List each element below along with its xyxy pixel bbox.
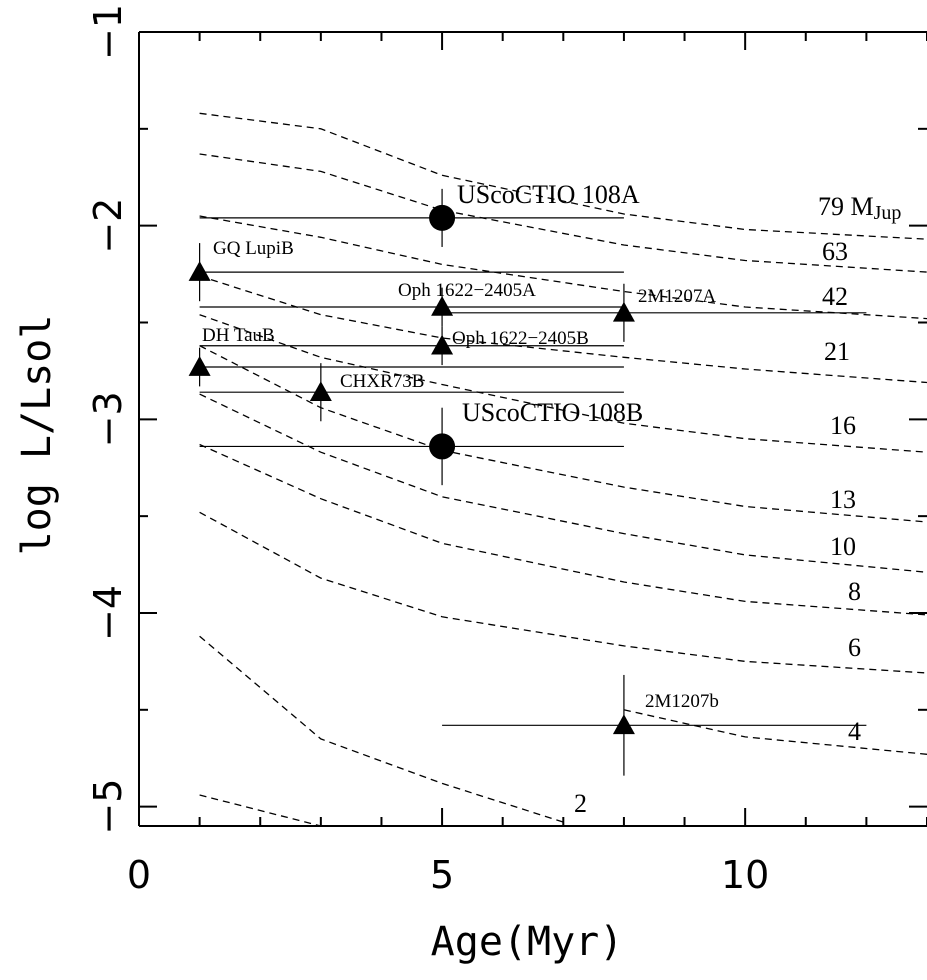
x-tick-label: 5 xyxy=(430,853,454,897)
mass-label: 42 xyxy=(822,282,848,311)
isochrone-line xyxy=(199,345,927,523)
x-tick-label: 0 xyxy=(127,853,151,897)
y-axis-title: log L/Lsol xyxy=(14,315,60,556)
data-point xyxy=(442,674,867,776)
mass-label: 79 MJup xyxy=(818,192,901,224)
axes: 0 5 10 −1 −2 −3 −4 −5 xyxy=(86,4,927,897)
y-tick-label: −4 xyxy=(86,585,130,641)
isochrone-line xyxy=(199,314,927,453)
object-label: CHXR73B xyxy=(340,371,424,392)
isochrone-line xyxy=(199,153,927,273)
isochrone-line xyxy=(199,443,927,616)
isochrone-line xyxy=(199,112,927,240)
object-label: UScoCTIO 108A xyxy=(457,180,640,209)
x-axis-title: Age(Myr) xyxy=(431,919,624,965)
triangle-marker xyxy=(188,261,211,281)
triangle-marker xyxy=(612,301,635,322)
isochrone-layer xyxy=(199,112,927,827)
data-point xyxy=(188,347,624,387)
data-point xyxy=(199,188,624,247)
isochrone-line xyxy=(623,709,927,755)
mass-label: 63 xyxy=(822,237,848,266)
data-point xyxy=(199,407,624,486)
data-point xyxy=(199,326,624,366)
isochrone-line xyxy=(199,794,321,827)
isochrone-line xyxy=(199,511,927,674)
isochrone-line xyxy=(199,393,927,573)
x-tick-label: 10 xyxy=(721,853,769,897)
mass-label: 8 xyxy=(848,577,861,606)
isochrone-line xyxy=(199,275,927,384)
mass-label: 13 xyxy=(830,485,856,514)
object-label: DH TauB xyxy=(202,325,275,346)
isochrone-line xyxy=(199,635,564,823)
data-point xyxy=(188,243,624,302)
object-label: 2M1207A xyxy=(638,286,716,307)
data-point xyxy=(442,283,867,342)
object-label: Oph 1622−2405B xyxy=(452,328,589,349)
y-tick-label: −5 xyxy=(86,779,130,835)
data-point xyxy=(199,287,624,327)
object-layer xyxy=(188,188,867,776)
y-tick-label: −3 xyxy=(86,391,130,447)
data-point xyxy=(199,363,624,422)
triangle-marker xyxy=(309,381,332,402)
triangle-marker xyxy=(431,334,454,355)
triangle-marker xyxy=(612,714,635,735)
isochrone-line xyxy=(199,215,927,320)
mass-label: 16 xyxy=(830,411,856,440)
y-tick-label: −2 xyxy=(86,198,130,254)
triangle-marker xyxy=(431,295,454,316)
mass-label: 21 xyxy=(824,337,850,366)
object-label: GQ LupiB xyxy=(213,238,294,259)
mass-label: 4 xyxy=(848,717,861,746)
triangle-marker xyxy=(188,356,211,376)
circle-marker xyxy=(429,433,456,460)
circle-marker xyxy=(429,204,456,231)
mass-label: 6 xyxy=(848,633,861,662)
object-label: Oph 1622−2405A xyxy=(398,280,536,301)
mass-label: 2 xyxy=(574,789,587,818)
object-label: 2M1207b xyxy=(645,691,719,712)
y-tick-label: −1 xyxy=(86,4,130,60)
mass-label: 10 xyxy=(830,532,856,561)
object-label: UScoCTIO 108B xyxy=(462,398,643,427)
